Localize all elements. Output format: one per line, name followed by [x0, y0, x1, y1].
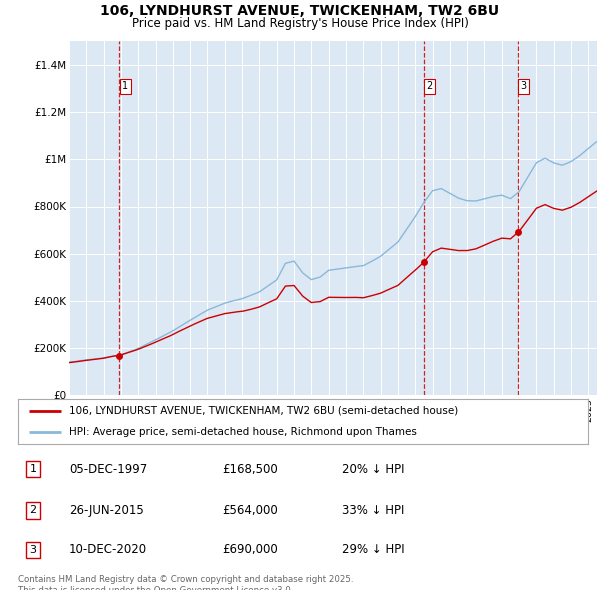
- Text: 33% ↓ HPI: 33% ↓ HPI: [342, 504, 404, 517]
- Text: 3: 3: [521, 81, 527, 91]
- Text: 1: 1: [122, 81, 128, 91]
- Text: HPI: Average price, semi-detached house, Richmond upon Thames: HPI: Average price, semi-detached house,…: [70, 427, 417, 437]
- Text: Price paid vs. HM Land Registry's House Price Index (HPI): Price paid vs. HM Land Registry's House …: [131, 17, 469, 30]
- Text: 05-DEC-1997: 05-DEC-1997: [69, 463, 147, 476]
- Text: 1: 1: [29, 464, 37, 474]
- Text: 2: 2: [427, 81, 433, 91]
- Text: 20% ↓ HPI: 20% ↓ HPI: [342, 463, 404, 476]
- Text: £168,500: £168,500: [222, 463, 278, 476]
- Text: £690,000: £690,000: [222, 543, 278, 556]
- Text: £564,000: £564,000: [222, 504, 278, 517]
- Text: 29% ↓ HPI: 29% ↓ HPI: [342, 543, 404, 556]
- Text: 106, LYNDHURST AVENUE, TWICKENHAM, TW2 6BU: 106, LYNDHURST AVENUE, TWICKENHAM, TW2 6…: [100, 4, 500, 18]
- Text: Contains HM Land Registry data © Crown copyright and database right 2025.
This d: Contains HM Land Registry data © Crown c…: [18, 575, 353, 590]
- Text: 3: 3: [29, 545, 37, 555]
- Text: 26-JUN-2015: 26-JUN-2015: [69, 504, 144, 517]
- Text: 106, LYNDHURST AVENUE, TWICKENHAM, TW2 6BU (semi-detached house): 106, LYNDHURST AVENUE, TWICKENHAM, TW2 6…: [70, 406, 458, 416]
- Text: 2: 2: [29, 506, 37, 515]
- Text: 10-DEC-2020: 10-DEC-2020: [69, 543, 147, 556]
